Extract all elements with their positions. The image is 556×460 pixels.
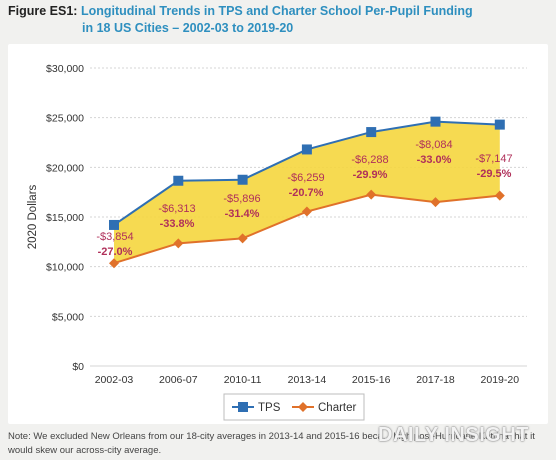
gap-percent-label: -33.0% [417, 154, 452, 166]
y-tick-label: $15,000 [46, 212, 84, 224]
legend-tps-marker [238, 402, 248, 412]
charter-marker [237, 233, 248, 244]
charter-marker [109, 258, 119, 269]
gap-amount-label: -$6,288 [351, 154, 388, 166]
x-tick-label: 2017-18 [416, 374, 455, 386]
figure-header: Figure ES1: Longitudinal Trends in TPS a… [8, 2, 548, 35]
watermark-logo: DAILY INSIGHT [378, 424, 529, 446]
y-tick-label: $20,000 [46, 162, 84, 174]
figure-title-line1: Longitudinal Trends in TPS and Charter S… [80, 4, 473, 18]
gap-percent-label: -29.9% [353, 169, 388, 181]
gap-band [114, 121, 500, 264]
y-axis-label: 2020 Dollars [27, 184, 39, 249]
legend-charter-marker [298, 402, 308, 412]
charter-marker [173, 238, 184, 249]
y-tick-label: $10,000 [46, 262, 84, 274]
gap-amount-label: -$6,259 [287, 172, 324, 184]
charter-marker [301, 206, 312, 217]
gap-percent-label: -20.7% [289, 187, 324, 199]
tps-marker [173, 175, 184, 186]
y-tick-label: $30,000 [46, 63, 84, 75]
gap-percent-label: -27.0% [98, 246, 133, 258]
gap-percent-label: -33.8% [160, 218, 195, 230]
gap-amount-label: -$6,313 [158, 203, 195, 215]
y-tick-label: $5,000 [52, 311, 84, 323]
legend-charter-label: Charter [318, 402, 357, 414]
charter-marker [494, 190, 505, 201]
chart-card [8, 44, 548, 424]
x-tick-label: 2002-03 [95, 374, 134, 386]
x-tick-label: 2013-14 [288, 374, 327, 386]
figure-note: Note: We excluded New Orleans from our 1… [8, 431, 535, 456]
x-tick-label: 2015-16 [352, 374, 391, 386]
y-tick-label: $25,000 [46, 113, 84, 125]
tps-marker [366, 127, 377, 138]
gap-percent-label: -31.4% [225, 208, 260, 220]
y-tick-label: $0 [72, 361, 84, 373]
figure-title-line2: in 18 US Cities – 2002-03 to 2019-20 [82, 21, 294, 35]
tps-marker [494, 119, 505, 130]
line-chart: $0 $5,000 $10,000 $15,000 $20,000 $25,000 $30,… [27, 63, 527, 421]
figure-label: Figure ES1: [8, 4, 78, 18]
tps-marker [109, 219, 119, 230]
tps-marker [430, 116, 441, 127]
tps-marker [301, 144, 312, 155]
tps-marker [237, 174, 248, 185]
x-tick-label: 2019-20 [481, 374, 520, 386]
charter-marker [366, 189, 377, 200]
x-tick-label: 2006-07 [159, 374, 198, 386]
legend-tps-label: TPS [258, 402, 281, 414]
gap-amount-label: -$5,896 [223, 193, 260, 205]
gap-amount-label: -$8,084 [415, 139, 452, 151]
charter-marker [430, 197, 441, 208]
gap-amount-label: -$7,147 [475, 153, 512, 165]
x-tick-label: 2010-11 [224, 374, 262, 386]
gap-percent-label: -29.5% [477, 168, 512, 180]
gap-amount-label: -$3,854 [96, 231, 133, 243]
